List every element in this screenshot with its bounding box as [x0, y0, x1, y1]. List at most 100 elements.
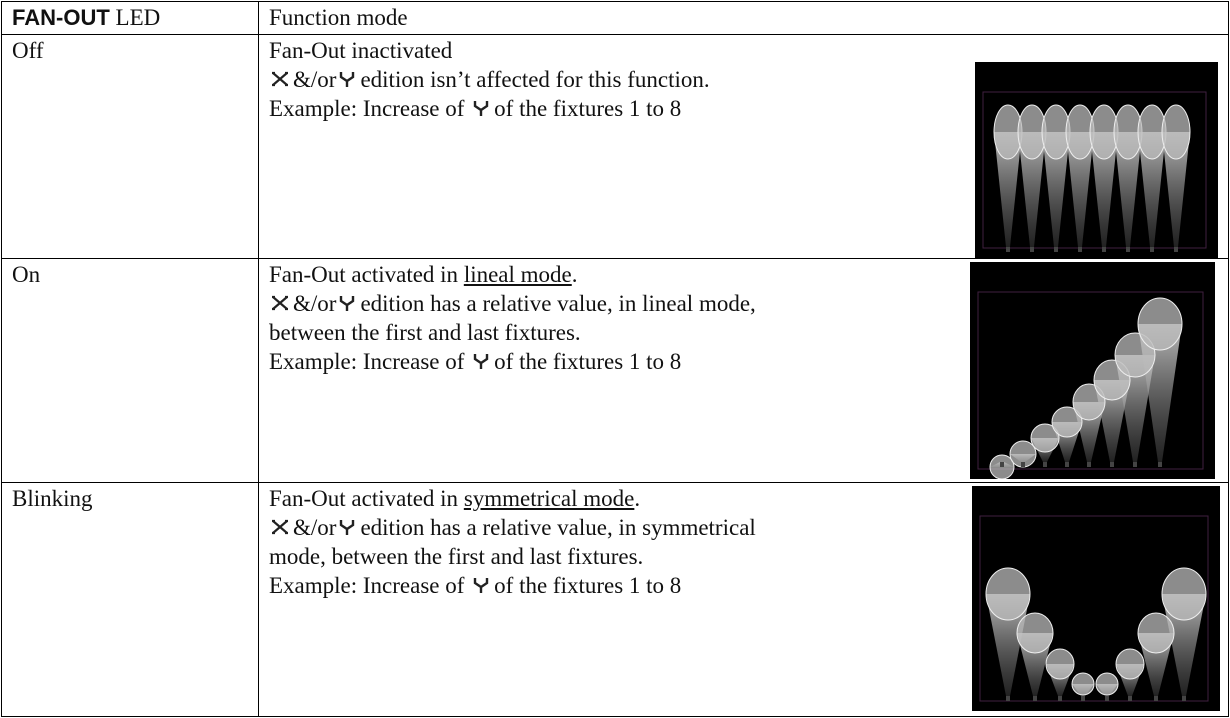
text: of the fixtures 1 to 8	[494, 96, 682, 121]
header-cell: FAN-OUT LED	[1, 1, 259, 35]
text-line: &/or edition has a relative value, in lin…	[269, 289, 1218, 318]
fixture	[1126, 247, 1130, 252]
header-cell: Function mode	[258, 1, 1229, 35]
text: edition has a relative value, in lineal …	[360, 291, 756, 316]
fixture	[1000, 462, 1004, 467]
fixture	[1021, 462, 1025, 467]
pan-icon	[272, 295, 288, 311]
text: .	[634, 486, 641, 511]
text: Fan-Out inactivated	[269, 38, 453, 63]
text: edition has a relative value, in symmetr…	[360, 515, 756, 540]
fixture	[1158, 462, 1162, 467]
spot	[1114, 332, 1156, 378]
beam	[1138, 132, 1166, 247]
spot	[1016, 612, 1054, 654]
beam	[1090, 132, 1118, 247]
beam	[1114, 132, 1142, 247]
text: Example: Increase of	[269, 573, 465, 598]
tilt-icon	[473, 101, 489, 116]
text: .	[571, 262, 578, 287]
fixture-image	[972, 486, 1220, 711]
tilt-icon	[340, 72, 355, 87]
fixture	[1006, 696, 1010, 701]
beam	[1066, 132, 1094, 247]
frame	[982, 91, 1207, 249]
fixture	[1110, 462, 1114, 467]
text-line: mode, between the first and last fixture…	[269, 542, 1218, 571]
tilt-icon	[473, 354, 489, 369]
fixture	[1058, 696, 1062, 701]
function-cell: Fan-Out activated in lineal mode. &/or ed…	[258, 258, 1229, 483]
text: of the fixtures 1 to 8	[494, 349, 682, 374]
text: &/or	[293, 515, 337, 540]
fixture	[1087, 462, 1091, 467]
spot	[1071, 672, 1095, 696]
spot	[1072, 383, 1106, 421]
beam	[1162, 132, 1190, 247]
tilt-icon	[340, 296, 355, 311]
text-line: &/or edition has a relative value, in sym…	[269, 513, 1218, 542]
frame	[977, 291, 1204, 470]
text-line: Fan-Out activated in symmetrical mode.	[269, 484, 1218, 513]
text-line: Fan-Out activated in lineal mode.	[269, 260, 1218, 289]
beam	[1162, 594, 1206, 696]
icon-shape	[340, 296, 355, 311]
fixture	[1128, 696, 1132, 701]
function-cell: Fan-Out inactivated &/or edition isn’t af…	[258, 34, 1229, 259]
icon-shape	[473, 578, 489, 593]
text: mode, between the first and last fixture…	[269, 544, 644, 569]
text-line: Example: Increase of of the fixtures 1 t…	[269, 571, 1218, 600]
fixture	[1081, 696, 1085, 701]
fixture	[1154, 696, 1158, 701]
text: Example: Increase of	[269, 96, 465, 121]
led-title: FAN-OUT	[12, 5, 110, 30]
text-line: Example: Increase of of the fixtures 1 t…	[269, 347, 1218, 376]
underlined-text: symmetrical mode	[463, 486, 635, 511]
text: Fan-Out activated in	[269, 486, 459, 511]
fixture	[1105, 696, 1109, 701]
led-state: Off	[12, 38, 44, 63]
fixture-image	[970, 262, 1215, 479]
text-line: Example: Increase of of the fixtures 1 t…	[269, 94, 1218, 123]
fixture	[1078, 247, 1082, 252]
fixture	[1150, 247, 1154, 252]
underlined-text: lineal mode	[463, 262, 572, 287]
text: &/or	[293, 291, 337, 316]
fixture	[1033, 696, 1037, 701]
pan-icon	[272, 71, 288, 87]
icon-shape	[272, 71, 288, 87]
fixture	[1043, 462, 1047, 467]
text-line: Fan-Out inactivated	[269, 36, 1218, 65]
text: Fan-Out activated in	[269, 262, 459, 287]
beam	[994, 132, 1022, 247]
pan-icon	[272, 519, 288, 535]
led-cell: On	[1, 258, 259, 483]
spot	[1115, 648, 1145, 680]
spot	[1030, 423, 1060, 453]
icon-shape	[340, 520, 355, 535]
spot	[1137, 297, 1183, 351]
icon-shape	[473, 101, 489, 116]
beam	[986, 594, 1030, 696]
text-line: &/or edition isn’t affected for this func…	[269, 65, 1218, 94]
fixture-image	[975, 62, 1218, 258]
led-state: On	[12, 262, 41, 287]
spot	[1161, 567, 1207, 621]
spot	[1161, 104, 1191, 160]
fixture	[1174, 247, 1178, 252]
fixture	[1102, 247, 1106, 252]
led-state: Blinking	[12, 486, 93, 511]
text-line: between the first and last fixtures.	[269, 318, 1218, 347]
text: edition isn’t affected for this function…	[360, 67, 710, 92]
fixture	[1133, 462, 1137, 467]
spot	[1051, 406, 1083, 438]
led-cell: Blinking	[1, 482, 259, 717]
text: of the fixtures 1 to 8	[494, 573, 682, 598]
fixture	[1065, 462, 1069, 467]
text: &/or	[293, 67, 337, 92]
text: Example: Increase of	[269, 349, 465, 374]
fixture	[1182, 696, 1186, 701]
function-title: Function mode	[269, 5, 408, 30]
function-cell: Fan-Out activated in symmetrical mode. &…	[258, 482, 1229, 717]
icon-shape	[340, 72, 355, 87]
